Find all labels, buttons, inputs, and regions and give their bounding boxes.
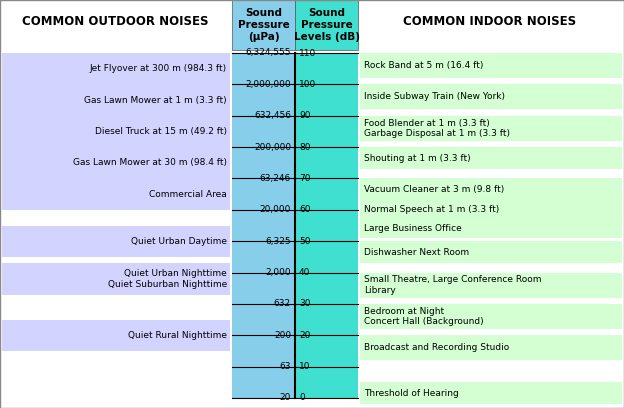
- Text: Quiet Urban Daytime: Quiet Urban Daytime: [131, 237, 227, 246]
- Text: Vacuum Cleaner at 3 m (9.8 ft): Vacuum Cleaner at 3 m (9.8 ft): [364, 185, 504, 194]
- Text: 70: 70: [299, 174, 311, 183]
- Bar: [360, 304, 622, 329]
- Bar: [232, 53, 295, 398]
- Text: Dishwasher Next Room: Dishwasher Next Room: [364, 248, 469, 257]
- Text: 100: 100: [299, 80, 316, 89]
- Text: Jet Flyover at 300 m (984.3 ft): Jet Flyover at 300 m (984.3 ft): [90, 64, 227, 73]
- Text: 6,325: 6,325: [265, 237, 291, 246]
- Bar: [2, 319, 230, 351]
- Bar: [360, 200, 622, 219]
- Bar: [360, 219, 622, 238]
- Text: Quiet Rural Nighttime: Quiet Rural Nighttime: [128, 331, 227, 340]
- Text: Gas Lawn Mower at 30 m (98.4 ft): Gas Lawn Mower at 30 m (98.4 ft): [73, 158, 227, 167]
- Text: 10: 10: [299, 362, 311, 371]
- Text: 200: 200: [274, 331, 291, 340]
- Text: 200,000: 200,000: [254, 142, 291, 152]
- Bar: [2, 84, 230, 116]
- Bar: [360, 241, 622, 263]
- Text: COMMON INDOOR NOISES: COMMON INDOOR NOISES: [404, 15, 577, 28]
- Text: Diesel Truck at 15 m (49.2 ft): Diesel Truck at 15 m (49.2 ft): [95, 127, 227, 136]
- Text: 6,324,555: 6,324,555: [245, 49, 291, 58]
- Bar: [295, 53, 358, 398]
- Bar: [360, 116, 622, 141]
- Text: 110: 110: [299, 49, 316, 58]
- Text: 30: 30: [299, 299, 311, 308]
- Text: 0: 0: [299, 393, 305, 403]
- Text: COMMON OUTDOOR NOISES: COMMON OUTDOOR NOISES: [22, 15, 208, 28]
- Bar: [360, 147, 622, 169]
- Text: Rock Band at 5 m (16.4 ft): Rock Band at 5 m (16.4 ft): [364, 61, 484, 70]
- Text: 63: 63: [280, 362, 291, 371]
- Text: Sound
Pressure
(μPa): Sound Pressure (μPa): [238, 9, 290, 42]
- Text: 50: 50: [299, 237, 311, 246]
- Text: Quiet Urban Nighttime
Quiet Suburban Nighttime: Quiet Urban Nighttime Quiet Suburban Nig…: [108, 269, 227, 288]
- Text: 632,456: 632,456: [254, 111, 291, 120]
- Text: 90: 90: [299, 111, 311, 120]
- Text: 63,246: 63,246: [260, 174, 291, 183]
- Text: Broadcast and Recording Studio: Broadcast and Recording Studio: [364, 343, 509, 353]
- Text: 20,000: 20,000: [260, 205, 291, 214]
- Bar: [232, 0, 295, 50]
- Text: Large Business Office: Large Business Office: [364, 224, 462, 233]
- Text: Bedroom at Night
Concert Hall (Background): Bedroom at Night Concert Hall (Backgroun…: [364, 307, 484, 326]
- Bar: [360, 84, 622, 109]
- Bar: [2, 147, 230, 178]
- Bar: [2, 226, 230, 257]
- Text: 2,000: 2,000: [265, 268, 291, 277]
- Bar: [360, 382, 622, 404]
- Bar: [2, 178, 230, 210]
- Text: Inside Subway Train (New York): Inside Subway Train (New York): [364, 92, 505, 102]
- Text: Gas Lawn Mower at 1 m (3.3 ft): Gas Lawn Mower at 1 m (3.3 ft): [84, 95, 227, 104]
- Bar: [2, 116, 230, 147]
- Text: Normal Speech at 1 m (3.3 ft): Normal Speech at 1 m (3.3 ft): [364, 205, 499, 214]
- Text: Sound
Pressure
Levels (dB): Sound Pressure Levels (dB): [293, 9, 359, 42]
- Text: 60: 60: [299, 205, 311, 214]
- Bar: [360, 335, 622, 360]
- Bar: [2, 263, 230, 295]
- Text: 2,000,000: 2,000,000: [245, 80, 291, 89]
- Text: 632: 632: [274, 299, 291, 308]
- Text: Shouting at 1 m (3.3 ft): Shouting at 1 m (3.3 ft): [364, 153, 470, 162]
- Text: Commercial Area: Commercial Area: [149, 190, 227, 199]
- Bar: [360, 53, 622, 78]
- Bar: [2, 53, 230, 84]
- Text: Small Theatre, Large Conference Room
Library: Small Theatre, Large Conference Room Lib…: [364, 275, 542, 295]
- Text: Threshold of Hearing: Threshold of Hearing: [364, 389, 459, 398]
- Text: Food Blender at 1 m (3.3 ft)
Garbage Disposal at 1 m (3.3 ft): Food Blender at 1 m (3.3 ft) Garbage Dis…: [364, 119, 510, 138]
- Bar: [360, 178, 622, 200]
- Text: 20: 20: [299, 331, 310, 340]
- Text: 80: 80: [299, 142, 311, 152]
- Text: 40: 40: [299, 268, 310, 277]
- Bar: [295, 0, 358, 50]
- Text: 20: 20: [280, 393, 291, 403]
- Bar: [360, 273, 622, 298]
